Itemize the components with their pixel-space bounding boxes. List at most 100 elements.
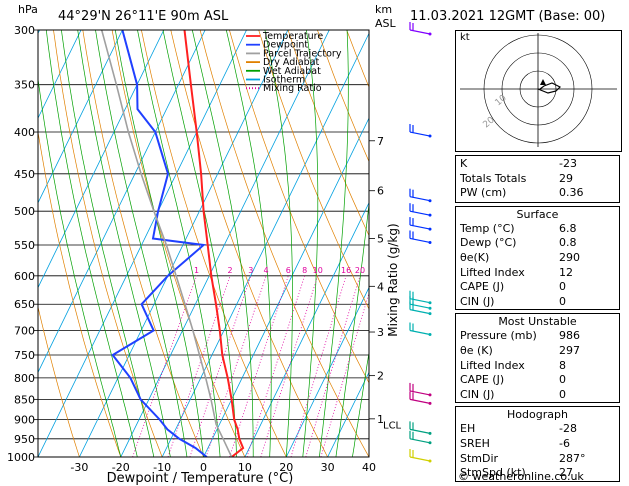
indices-panel: K -23 Totals Totals 29 PW (cm) 0.36 Surface… xyxy=(455,155,620,485)
datetime-title: 11.03.2021 12GMT (Base: 00) xyxy=(410,9,606,24)
surface-row: Temp (°C) 6.8 xyxy=(460,221,577,235)
hpa-label: hPa xyxy=(18,3,38,16)
legend-label: Mixing Ratio xyxy=(263,83,322,94)
lcl-label: LCL xyxy=(383,420,402,431)
surface-box: Surface Temp (°C) 6.8 Dewp (°C) 0.8 θe(K) 2… xyxy=(455,205,620,311)
mixing-ratio-label: 25 xyxy=(369,266,379,275)
km-label: km xyxy=(375,3,393,16)
mixing-ratio-label: 2 xyxy=(228,266,233,275)
pressure-tick-label: 950 xyxy=(14,433,35,446)
mixing-ratio-line xyxy=(246,275,306,457)
mixing-ratio-line xyxy=(305,275,361,457)
x-axis-title: Dewpoint / Temperature (°C) xyxy=(107,471,294,486)
hodograph-row: SREH -6 xyxy=(460,436,570,450)
hodograph-trace xyxy=(537,82,562,94)
hodo-ring-label-20: 20 xyxy=(482,115,497,130)
mixing-ratio-axis-title: Mixing Ratio (g/kg) xyxy=(386,223,400,336)
temperature-tick-label: 0 xyxy=(200,461,207,474)
pressure-tick-label: 1000 xyxy=(7,451,35,464)
surface-row: Dewp (°C) 0.8 xyxy=(460,236,577,250)
wet-adiabat-line xyxy=(335,200,369,457)
pressure-tick-label: 650 xyxy=(14,298,35,311)
most-unstable-row: Pressure (mb) 986 xyxy=(460,329,580,343)
dry-adiabat-line xyxy=(287,30,369,237)
legend-label: Wet Adiabat xyxy=(263,66,321,77)
mixing-ratio-label: 6 xyxy=(286,266,291,275)
wet-adiabat-line xyxy=(302,30,319,457)
dry-adiabat-line xyxy=(111,30,246,457)
isotherm-line xyxy=(285,286,369,457)
most-unstable-title: Most Unstable xyxy=(498,315,577,329)
dry-adiabat-line xyxy=(141,30,287,457)
most-unstable-row: Lifted Index 8 xyxy=(460,358,566,372)
isotherm-line xyxy=(244,201,369,457)
hodograph-row: EH -28 xyxy=(460,422,577,436)
km-tick-label: 4 xyxy=(377,280,384,293)
mixing-ratio-label: 8 xyxy=(302,266,307,275)
dry-adiabat-line xyxy=(38,305,80,457)
dry-adiabat-line xyxy=(82,30,204,457)
location-title: 44°29'N 26°11'E 90m ASL xyxy=(58,9,229,24)
legend-label: Temperature xyxy=(262,31,323,42)
wet-adiabat-line xyxy=(162,30,237,457)
isotherm-line xyxy=(327,371,369,457)
mixing-ratio-label: 4 xyxy=(264,266,269,275)
legend-label: Parcel Trajectory xyxy=(263,48,342,59)
hodograph-row: StmDir 287° xyxy=(460,451,586,465)
km-tick-label: 6 xyxy=(377,185,384,198)
temperature-tick-label: -30 xyxy=(70,461,88,474)
dry-adiabat-line xyxy=(317,30,369,163)
surface-row: CAPE (J) 0 xyxy=(460,280,566,294)
hodograph-unit: kt xyxy=(460,32,470,43)
wind-barb-icon xyxy=(409,449,432,463)
credit-text: © weatheronline.co.uk xyxy=(458,470,584,483)
surface-row: Lifted Index 12 xyxy=(460,265,573,279)
km-tick-label: 3 xyxy=(377,326,384,339)
mixing-ratio-label: 1 xyxy=(194,266,199,275)
km-tick-label: 5 xyxy=(377,232,384,245)
wet-adiabat-line xyxy=(38,76,122,457)
pressure-tick-label: 900 xyxy=(14,414,35,427)
pressure-tick-label: 800 xyxy=(14,372,35,385)
hodograph-row: StmSpd (kt) 27 xyxy=(460,466,573,480)
pressure-tick-label: 600 xyxy=(14,270,35,283)
pressure-tick-label: 850 xyxy=(14,393,35,406)
wind-barb-icon xyxy=(409,382,432,397)
dry-adiabat-line xyxy=(38,129,122,457)
pressure-tick-label: 350 xyxy=(14,79,35,92)
wind-barb-icon xyxy=(409,124,432,138)
parcel-trajectory-line xyxy=(100,30,233,457)
isotherm-line xyxy=(161,32,369,457)
wet-adiabat-line xyxy=(225,30,272,457)
legend-label: Dewpoint xyxy=(263,40,308,51)
pressure-tick-label: 500 xyxy=(14,205,35,218)
pressure-tick-label: 400 xyxy=(14,126,35,139)
index-row: PW (cm) 0.36 xyxy=(460,186,584,200)
asl-label: ASL xyxy=(375,17,396,30)
storm-motion-marker xyxy=(540,79,546,85)
wet-adiabat-line xyxy=(137,30,221,457)
temperature-tick-label: 30 xyxy=(321,461,335,474)
wind-barb-icon xyxy=(409,22,432,36)
temperature-tick-label: -10 xyxy=(153,461,171,474)
surface-row: CIN (J) 0 xyxy=(460,294,566,308)
pressure-tick-label: 750 xyxy=(14,349,35,362)
km-tick-label: 2 xyxy=(377,370,384,383)
wind-barb-icon xyxy=(409,188,432,203)
surface-title: Surface xyxy=(516,207,559,221)
wind-barb-icon xyxy=(409,230,432,244)
wind-barb-icon xyxy=(409,301,432,316)
isotherm-line xyxy=(38,30,247,457)
mixing-ratio-line xyxy=(260,275,319,457)
wet-adiabat-line xyxy=(352,350,369,457)
wet-adiabat-line xyxy=(61,30,155,457)
isotherm-line xyxy=(203,117,369,457)
pressure-tick-label: 300 xyxy=(14,24,35,37)
pressure-tick-label: 700 xyxy=(14,325,35,338)
legend-label: Dry Adiabat xyxy=(263,57,320,68)
dry-adiabat-line xyxy=(170,30,328,457)
wind-barb-icon xyxy=(409,203,432,217)
mixing-ratio-label: 16 xyxy=(341,266,351,275)
isotherm-line xyxy=(38,30,82,120)
